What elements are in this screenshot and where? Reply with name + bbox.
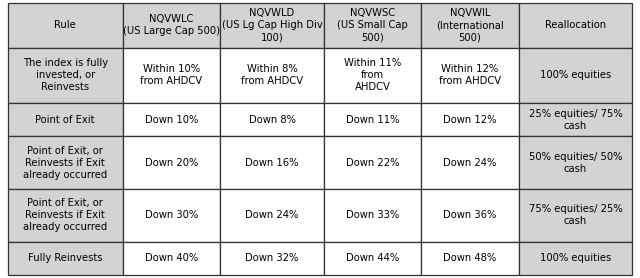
Text: 75% equities/ 25%
cash: 75% equities/ 25% cash — [529, 204, 622, 226]
Text: Point of Exit: Point of Exit — [35, 115, 95, 125]
Bar — [518, 189, 632, 242]
Bar — [123, 242, 220, 275]
Bar — [220, 136, 324, 189]
Text: Down 36%: Down 36% — [444, 210, 497, 220]
Bar — [518, 136, 632, 189]
Bar — [421, 242, 518, 275]
Text: Down 44%: Down 44% — [346, 253, 399, 263]
Bar — [421, 48, 518, 103]
Bar — [220, 3, 324, 48]
Text: 100% equities: 100% equities — [540, 70, 611, 80]
Bar — [421, 136, 518, 189]
Text: Down 48%: Down 48% — [444, 253, 497, 263]
Text: Down 40%: Down 40% — [145, 253, 198, 263]
Text: NQVWLD
(US Lg Cap High Div
100): NQVWLD (US Lg Cap High Div 100) — [221, 8, 323, 43]
Text: Down 8%: Down 8% — [248, 115, 296, 125]
Text: Down 16%: Down 16% — [245, 158, 299, 168]
Text: Within 10%
from AHDCV: Within 10% from AHDCV — [140, 64, 202, 86]
Text: Down 33%: Down 33% — [346, 210, 399, 220]
Text: Reallocation: Reallocation — [545, 21, 606, 31]
Text: Point of Exit, or
Reinvests if Exit
already occurred: Point of Exit, or Reinvests if Exit alre… — [23, 198, 108, 232]
Text: Rule: Rule — [54, 21, 76, 31]
Bar — [123, 136, 220, 189]
Bar — [421, 3, 518, 48]
Text: 100% equities: 100% equities — [540, 253, 611, 263]
Text: Down 11%: Down 11% — [346, 115, 399, 125]
Bar — [518, 242, 632, 275]
Text: Within 12%
from AHDCV: Within 12% from AHDCV — [439, 64, 501, 86]
Bar — [421, 103, 518, 136]
Text: NQVWIL
(International
500): NQVWIL (International 500) — [436, 8, 504, 43]
Bar — [324, 136, 421, 189]
Text: 50% equities/ 50%
cash: 50% equities/ 50% cash — [529, 152, 622, 173]
Bar — [220, 189, 324, 242]
Bar — [220, 48, 324, 103]
Text: NQVWLC
(US Large Cap 500): NQVWLC (US Large Cap 500) — [123, 14, 220, 36]
Text: Down 24%: Down 24% — [245, 210, 299, 220]
Bar — [324, 3, 421, 48]
Text: The index is fully
invested, or
Reinvests: The index is fully invested, or Reinvest… — [22, 58, 108, 93]
Bar — [8, 136, 123, 189]
Bar — [220, 103, 324, 136]
Bar — [220, 242, 324, 275]
Text: Down 10%: Down 10% — [145, 115, 198, 125]
Text: Down 32%: Down 32% — [245, 253, 299, 263]
Bar — [123, 103, 220, 136]
Text: Fully Reinvests: Fully Reinvests — [28, 253, 102, 263]
Bar — [123, 3, 220, 48]
Text: Down 20%: Down 20% — [145, 158, 198, 168]
Bar — [8, 3, 123, 48]
Bar — [324, 103, 421, 136]
Bar — [518, 48, 632, 103]
Bar — [324, 189, 421, 242]
Text: Within 8%
from AHDCV: Within 8% from AHDCV — [241, 64, 303, 86]
Bar — [123, 48, 220, 103]
Bar — [8, 242, 123, 275]
Bar — [8, 189, 123, 242]
Text: Within 11%
from
AHDCV: Within 11% from AHDCV — [344, 58, 401, 93]
Bar — [324, 242, 421, 275]
Bar — [421, 189, 518, 242]
Bar — [8, 48, 123, 103]
Text: NQVWSC
(US Small Cap
500): NQVWSC (US Small Cap 500) — [337, 8, 408, 43]
Bar — [123, 189, 220, 242]
Bar — [518, 103, 632, 136]
Bar — [324, 48, 421, 103]
Text: Down 30%: Down 30% — [145, 210, 198, 220]
Bar — [8, 103, 123, 136]
Text: Down 12%: Down 12% — [443, 115, 497, 125]
Text: 25% equities/ 75%
cash: 25% equities/ 75% cash — [529, 109, 622, 131]
Bar — [518, 3, 632, 48]
Text: Down 24%: Down 24% — [444, 158, 497, 168]
Text: Down 22%: Down 22% — [346, 158, 399, 168]
Text: Point of Exit, or
Reinvests if Exit
already occurred: Point of Exit, or Reinvests if Exit alre… — [23, 146, 108, 180]
